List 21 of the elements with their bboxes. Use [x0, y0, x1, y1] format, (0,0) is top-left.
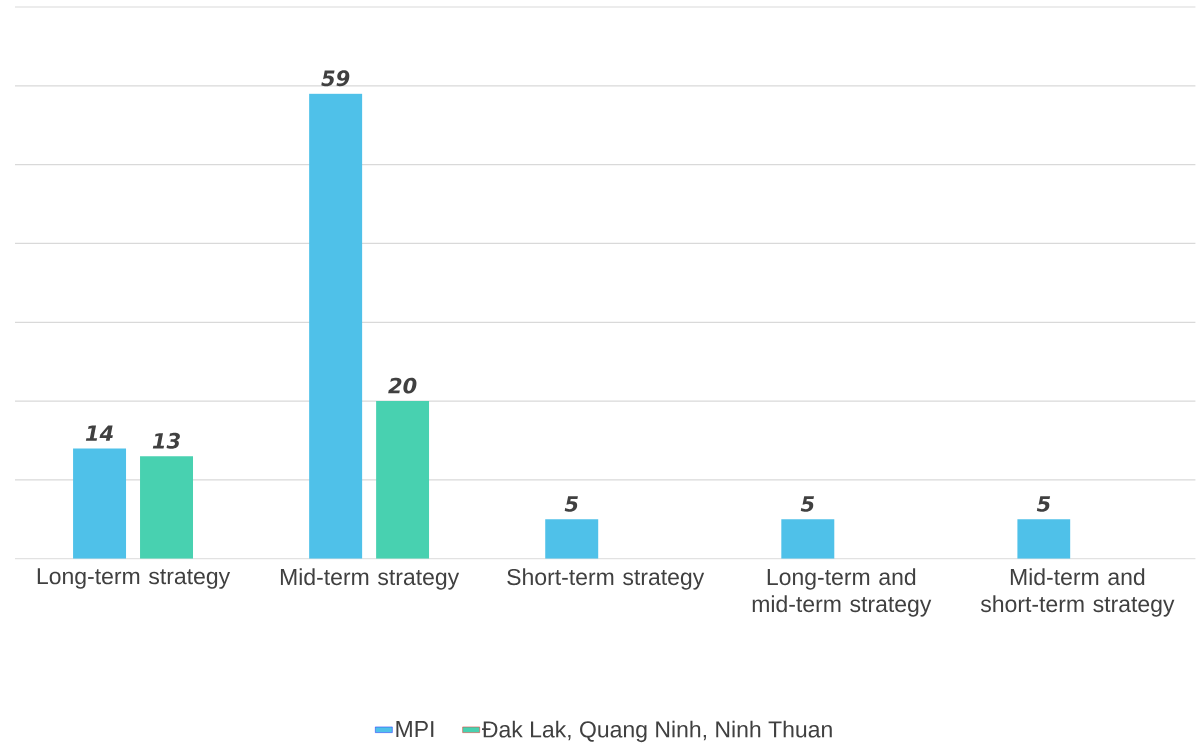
data-label: 14: [85, 425, 113, 442]
bar: [73, 448, 127, 559]
x-tick-label: Mid-term strategy: [280, 568, 460, 590]
data-label: 5: [1036, 496, 1051, 512]
x-tick-label: Mid-term and short-term strategy: [980, 568, 1175, 617]
data-label: 20: [388, 377, 417, 394]
bar: [140, 456, 194, 559]
data-label: 59: [321, 70, 350, 87]
bar: [781, 519, 835, 559]
x-tick-label: Short-term strategy: [507, 568, 705, 590]
legend-label: Đak Lak, Quang Ninh, Ninh Thuan: [482, 720, 832, 743]
bar: [376, 401, 430, 559]
data-label: 5: [564, 496, 578, 512]
x-tick-label: Long-term and mid-term strategy: [752, 568, 932, 617]
bar: [1017, 519, 1071, 559]
x-tick-label: Long-term strategy: [37, 568, 231, 590]
bar: [545, 519, 599, 559]
bar: [309, 93, 363, 559]
legend-label: MPI: [396, 721, 434, 738]
data-label: 13: [152, 433, 180, 449]
data-label: 5: [800, 496, 815, 512]
